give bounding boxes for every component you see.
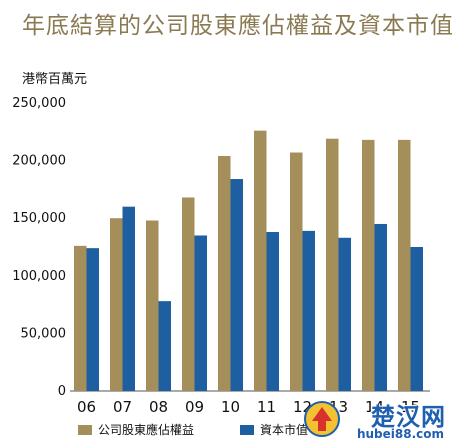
bar-equity xyxy=(110,218,123,391)
bar-marketcap xyxy=(302,230,315,391)
x-tick-label: 10 xyxy=(221,398,240,416)
legend-swatch-marketcap xyxy=(240,424,255,435)
legend-label-equity: 公司股東應佔權益 xyxy=(98,423,195,437)
bar-marketcap xyxy=(338,237,351,391)
y-tick-label: 50,000 xyxy=(21,326,67,341)
x-tick-label: 09 xyxy=(185,398,204,416)
bar-equity xyxy=(182,197,195,391)
y-tick-label: 100,000 xyxy=(12,269,66,284)
x-tick-label: 15 xyxy=(401,398,420,416)
y-tick-label: 150,000 xyxy=(12,211,66,226)
bar-marketcap xyxy=(410,247,423,391)
bar-equity xyxy=(290,152,303,391)
bar-equity xyxy=(146,220,159,391)
bar-marketcap xyxy=(122,206,135,391)
y-tick-label: 0 xyxy=(58,384,66,399)
legend-item-equity: 公司股東應佔權益 xyxy=(78,421,194,438)
y-axis-unit-label: 港幣百萬元 xyxy=(22,72,88,87)
page-title: 年底結算的公司股東應佔權益及資本市值 xyxy=(22,13,454,39)
bar-marketcap xyxy=(374,223,387,391)
y-tick-label: 250,000 xyxy=(12,96,66,111)
legend-item-marketcap: 資本市值 xyxy=(240,421,308,438)
x-tick-label: 08 xyxy=(149,398,168,416)
bar-equity xyxy=(362,139,375,391)
watermark-url: hubei88.com xyxy=(356,427,444,441)
bar-equity xyxy=(254,130,267,391)
legend: 公司股東應佔權益 資本市值 xyxy=(78,421,346,438)
watermark: 楚汉网 hubei88.com xyxy=(302,397,452,445)
legend-swatch-equity xyxy=(78,424,92,435)
bar-marketcap xyxy=(86,248,99,391)
bar-equity xyxy=(326,138,339,391)
bar-equity xyxy=(398,139,411,391)
x-tick-label: 14 xyxy=(365,398,384,416)
x-tick-label: 07 xyxy=(113,398,132,416)
bar-marketcap xyxy=(230,179,243,391)
watermark-logo-icon xyxy=(304,401,340,437)
x-tick-label: 06 xyxy=(77,398,96,416)
legend-label-marketcap: 資本市值 xyxy=(260,423,309,437)
bar-marketcap xyxy=(266,232,279,391)
y-tick-label: 200,000 xyxy=(12,154,66,169)
bar-marketcap xyxy=(158,301,171,391)
bar-equity xyxy=(74,245,87,391)
bar-marketcap xyxy=(194,235,207,391)
watermark-text: 楚汉网 xyxy=(371,403,446,431)
bar-equity xyxy=(218,155,231,391)
x-tick-label: 11 xyxy=(257,398,276,416)
